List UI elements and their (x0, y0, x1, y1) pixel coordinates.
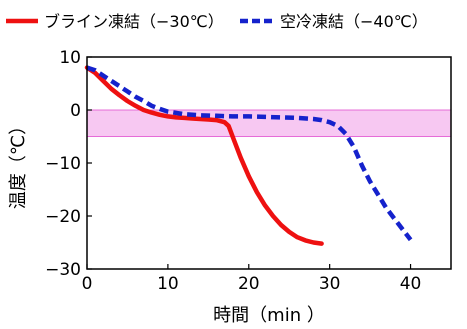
x-tick-label: 0 (82, 274, 93, 294)
series-line-2 (86, 65, 413, 242)
legend-label-1: ブライン凍結（−30℃） (44, 12, 224, 31)
y-tick-label: −20 (45, 207, 81, 227)
x-tick-label: 30 (319, 274, 341, 294)
y-tick-label: −10 (45, 154, 81, 174)
x-tick-label: 20 (238, 274, 260, 294)
y-tick-label: −30 (45, 260, 81, 280)
legend-label-2: 空冷凍結（−40℃） (280, 12, 428, 31)
x-tick-label: 40 (400, 274, 422, 294)
plot-frame (86, 56, 452, 270)
y-tick-label: 10 (59, 48, 81, 68)
series-line-1 (84, 65, 324, 246)
y-tick-label: 0 (70, 101, 81, 121)
zone-band (86, 109, 452, 137)
y-axis-label: 温度（℃） (8, 117, 29, 209)
x-axis-label: 時間（min ） (213, 305, 325, 326)
x-tick-label: 10 (157, 274, 179, 294)
